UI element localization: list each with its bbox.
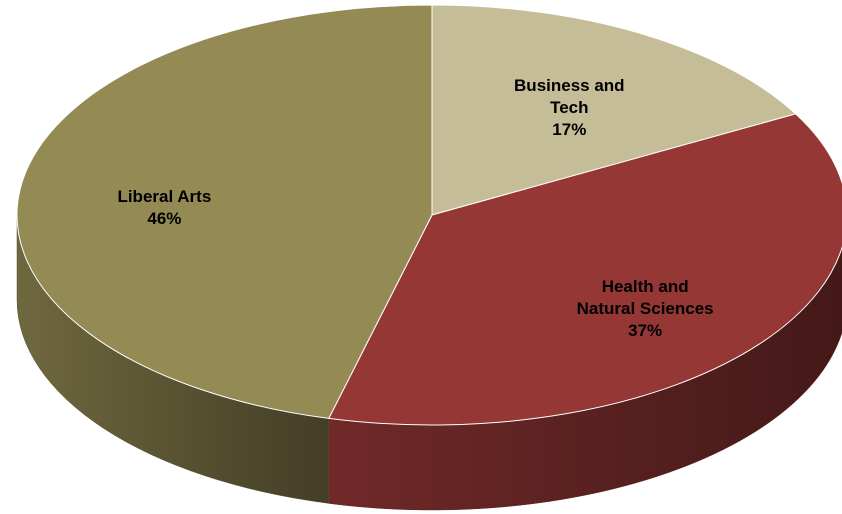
- slice-name: Liberal Arts: [117, 186, 212, 206]
- data-label: Health and Natural Sciences 37%: [575, 276, 715, 342]
- slice-value: 17%: [552, 119, 587, 139]
- data-label: Business and Tech 17%: [499, 75, 639, 141]
- slice-name: Health and Natural Sciences: [576, 276, 714, 318]
- slice-value: 46%: [147, 208, 182, 228]
- pie-slice: [16, 4, 433, 419]
- slice-value: 37%: [628, 320, 663, 340]
- pie-slice: [328, 113, 842, 426]
- data-label: Liberal Arts 46%: [94, 186, 234, 230]
- pie-slice: [431, 4, 797, 216]
- slice-name: Business and Tech: [514, 75, 625, 117]
